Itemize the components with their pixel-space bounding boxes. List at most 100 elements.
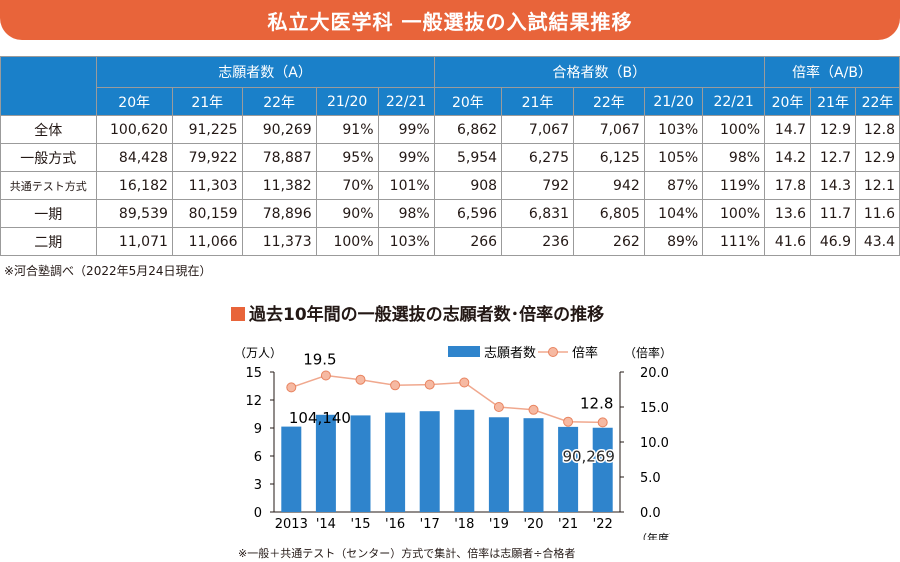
subheader: 21年 bbox=[810, 87, 857, 116]
table-cell: 78,896 bbox=[241, 199, 317, 228]
subheader: 20年 bbox=[433, 87, 503, 116]
bar bbox=[350, 415, 371, 512]
table-cell: 100,620 bbox=[95, 115, 173, 144]
table-cell: 89,539 bbox=[95, 199, 173, 228]
bar bbox=[558, 426, 579, 512]
ratio-point bbox=[286, 382, 297, 393]
y-left-tick: 0 bbox=[254, 506, 262, 521]
table-cell: 87% bbox=[643, 171, 704, 200]
table-cell: 79,922 bbox=[171, 143, 243, 172]
banner-title: 私立大医学科 一般選抜の入試結果推移 bbox=[267, 9, 633, 34]
ratio-point bbox=[528, 404, 539, 415]
x-tick: 2013 bbox=[275, 517, 308, 532]
table-cell: 70% bbox=[315, 171, 379, 200]
y-left-tick: 3 bbox=[254, 478, 262, 493]
y-right-tick: 5.0 bbox=[640, 471, 661, 486]
table-cell: 12.1 bbox=[855, 171, 900, 200]
header-corner bbox=[0, 56, 97, 116]
x-tick: '16 bbox=[385, 517, 405, 532]
table-cell: 12.7 bbox=[810, 143, 857, 172]
bar bbox=[419, 411, 440, 512]
table-cell: 89% bbox=[643, 227, 704, 256]
table-cell: 262 bbox=[573, 227, 645, 256]
table-cell: 6,862 bbox=[433, 115, 503, 144]
table-cell: 100% bbox=[315, 227, 379, 256]
y-left-tick: 9 bbox=[254, 422, 262, 437]
table-cell: 101% bbox=[377, 171, 435, 200]
table-cell: 6,275 bbox=[501, 143, 574, 172]
table-cell: 14.2 bbox=[764, 143, 812, 172]
table-cell: 11,382 bbox=[241, 171, 317, 200]
table-cell: 14.3 bbox=[810, 171, 857, 200]
table-cell: 11.7 bbox=[810, 199, 857, 228]
title-square-icon bbox=[231, 307, 245, 321]
table-cell: 78,887 bbox=[241, 143, 317, 172]
x-tick: '17 bbox=[420, 517, 440, 532]
table-cell: 11.6 bbox=[855, 199, 900, 228]
table-cell: 11,071 bbox=[95, 227, 173, 256]
trend-chart: （万人） （倍率） 15 12 9 6 3 0 20.0 15.0 10.0 5.0 0.0 2013 '1… bbox=[234, 345, 670, 540]
table-cell: 100% bbox=[702, 199, 766, 228]
table-cell: 105% bbox=[643, 143, 704, 172]
subheader: 22年 bbox=[855, 87, 900, 116]
annotation-bar-first: 104,140 bbox=[289, 409, 351, 427]
y-left-label: （万人） bbox=[234, 346, 282, 360]
annotation-bar-last: 90,269 bbox=[562, 448, 615, 466]
page-banner: 私立大医学科 一般選抜の入試結果推移 bbox=[0, 0, 900, 40]
row-label: 一般方式 bbox=[0, 143, 97, 172]
table-cell: 11,066 bbox=[171, 227, 243, 256]
table-cell: 46.9 bbox=[810, 227, 857, 256]
chart-title-text: 過去10年間の一般選抜の志願者数･倍率の推移 bbox=[249, 305, 605, 325]
bar bbox=[523, 418, 544, 512]
legend-line-label: 倍率 bbox=[572, 345, 598, 361]
ratio-point bbox=[597, 417, 608, 428]
x-tick: '15 bbox=[350, 517, 370, 532]
ratio-point bbox=[563, 416, 574, 427]
ratio-point bbox=[390, 380, 401, 391]
table-cell: 792 bbox=[501, 171, 574, 200]
table-cell: 91% bbox=[315, 115, 379, 144]
table-cell: 908 bbox=[433, 171, 503, 200]
ratio-point bbox=[459, 377, 470, 388]
row-label: 全体 bbox=[0, 115, 97, 144]
table-cell: 99% bbox=[377, 143, 435, 172]
bar bbox=[592, 427, 613, 512]
table-cell: 119% bbox=[702, 171, 766, 200]
table-cell: 6,125 bbox=[573, 143, 645, 172]
header-passers: 合格者数（B） bbox=[433, 56, 766, 88]
ratio-point bbox=[320, 370, 331, 381]
table-cell: 12.9 bbox=[810, 115, 857, 144]
table-cell: 91,225 bbox=[171, 115, 243, 144]
x-tick: '22 bbox=[593, 517, 613, 532]
table-cell: 103% bbox=[643, 115, 704, 144]
x-tick: '19 bbox=[489, 517, 509, 532]
table-cell: 99% bbox=[377, 115, 435, 144]
subheader: 21年 bbox=[171, 87, 243, 116]
table-cell: 16,182 bbox=[95, 171, 173, 200]
y-right-tick: 15.0 bbox=[640, 401, 669, 416]
table-cell: 7,067 bbox=[573, 115, 645, 144]
subheader: 22年 bbox=[241, 87, 317, 116]
legend-line-marker bbox=[548, 347, 558, 357]
y-right-tick: 10.0 bbox=[640, 436, 669, 451]
header-ratio: 倍率（A/B） bbox=[764, 56, 900, 88]
row-label: 共通テスト方式 bbox=[0, 171, 97, 200]
legend-bar-swatch bbox=[448, 346, 480, 357]
bar bbox=[315, 414, 336, 512]
y-right-tick: 20.0 bbox=[640, 366, 669, 381]
table-cell: 11,303 bbox=[171, 171, 243, 200]
x-tick: '14 bbox=[316, 517, 336, 532]
x-tick: '20 bbox=[523, 517, 543, 532]
table-cell: 266 bbox=[433, 227, 503, 256]
table-cell: 84,428 bbox=[95, 143, 173, 172]
legend-bar-label: 志願者数 bbox=[484, 346, 536, 361]
table-cell: 41.6 bbox=[764, 227, 812, 256]
table-cell: 14.7 bbox=[764, 115, 812, 144]
chart-title: 過去10年間の一般選抜の志願者数･倍率の推移 bbox=[231, 300, 604, 325]
y-right-label: （倍率） bbox=[624, 345, 670, 360]
table-cell: 111% bbox=[702, 227, 766, 256]
table-row: 一般方式 84,428 79,922 78,887 95% 99% 5,954 6,275 6,… bbox=[0, 143, 900, 172]
subheader: 22年 bbox=[573, 87, 645, 116]
ratio-line bbox=[291, 374, 603, 424]
y-left-tick: 15 bbox=[245, 366, 262, 381]
